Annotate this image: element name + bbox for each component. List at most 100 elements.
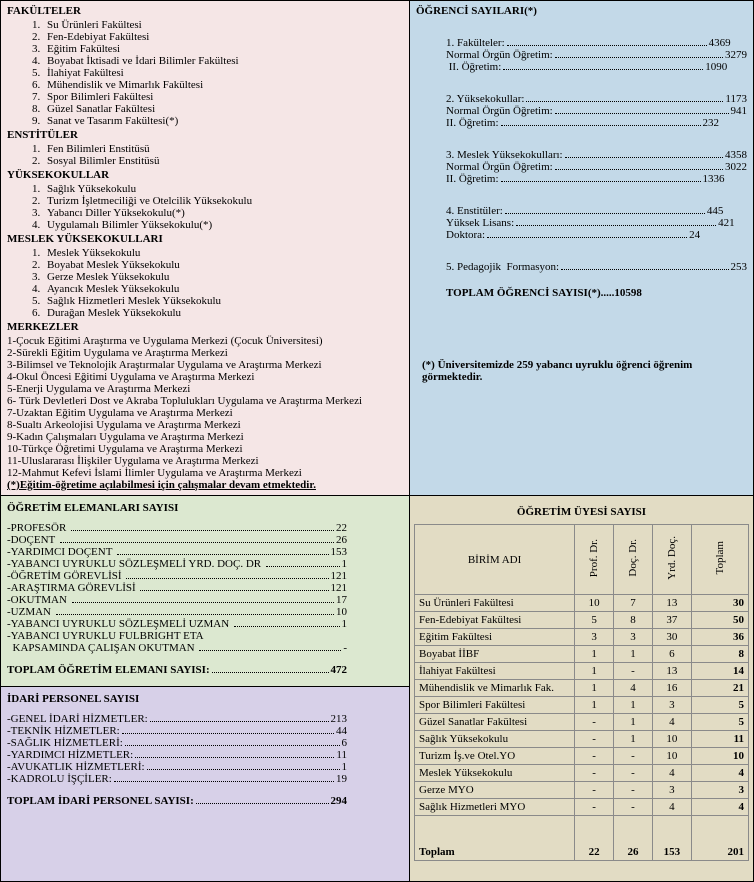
table-row: Spor Bilimleri Fakültesi1135 bbox=[415, 697, 749, 714]
admin-total: TOPLAM İDARİ PERSONEL SAYISI:294 bbox=[7, 795, 347, 807]
panel-admin-staff: İDARİ PERSONEL SAYISI -GENEL İDARİ HİZME… bbox=[0, 687, 410, 882]
stat-line: -YARDIMCI HİZMETLER:11 bbox=[7, 749, 347, 761]
enstituler-list: Fen Bilimleri EnstitüsüSosyal Bilimler E… bbox=[23, 143, 403, 167]
table-row: Sağlık Hizmetleri MYO--44 bbox=[415, 799, 749, 816]
stat-line: 4. Enstitüler:445 bbox=[446, 205, 747, 217]
list-item: Meslek Yüksekokulu bbox=[43, 247, 403, 259]
list-item: Uygulamalı Bilimler Yüksekokulu(*) bbox=[43, 219, 403, 231]
list-item: 9-Kadın Çalışmaları Uygulama ve Araştırm… bbox=[7, 431, 403, 443]
table-row: Meslek Yüksekokulu--44 bbox=[415, 765, 749, 782]
table-row: Turizm İş.ve Otel.YO--1010 bbox=[415, 748, 749, 765]
teaching-title: ÖĞRETİM ELEMANLARI SAYISI bbox=[7, 502, 403, 514]
list-item: Sağlık Hizmetleri Meslek Yüksekokulu bbox=[43, 295, 403, 307]
stat-line: 3. Meslek Yüksekokulları:4358 bbox=[446, 149, 747, 161]
list-item: 1-Çocuk Eğitimi Araştırma ve Uygulama Me… bbox=[7, 335, 403, 347]
stat-line: 1. Fakülteler:4369 bbox=[446, 37, 747, 49]
stat-line: -DOÇENT 26 bbox=[7, 534, 347, 546]
table-row: Sağlık Yüksekokulu-11011 bbox=[415, 731, 749, 748]
yuksekokullar-title: YÜKSEKOKULLAR bbox=[7, 169, 403, 181]
list-item: 5-Enerji Uygulama ve Araştırma Merkezi bbox=[7, 383, 403, 395]
stat-line: -OKUTMAN 17 bbox=[7, 594, 347, 606]
panel-teaching-staff: ÖĞRETİM ELEMANLARI SAYISI -PROFESÖR 22-D… bbox=[0, 496, 410, 687]
stat-line: -YARDIMCI DOÇENT 153 bbox=[7, 546, 347, 558]
panel-faculty-table: ÖĞRETİM ÜYESİ SAYISI BİRİM ADIProf. Dr.D… bbox=[410, 496, 754, 882]
stat-line: -YABANCI UYRUKLU FULBRIGHT ETA bbox=[7, 630, 347, 642]
stat-line: -PROFESÖR 22 bbox=[7, 522, 347, 534]
myo-list: Meslek YüksekokuluBoyabat Meslek Yükseko… bbox=[23, 247, 403, 319]
list-item: Sağlık Yüksekokulu bbox=[43, 183, 403, 195]
table-row: Mühendislik ve Mimarlık Fak.141621 bbox=[415, 680, 749, 697]
list-item: Sanat ve Tasarım Fakültesi(*) bbox=[43, 115, 403, 127]
merkezler-title: MERKEZLER bbox=[7, 321, 403, 333]
stat-line: -SAĞLIK HİZMETLERİ:6 bbox=[7, 737, 347, 749]
stat-line: II. Öğretim:232 bbox=[446, 117, 747, 129]
stat-line: -TEKNİK HİZMETLER:44 bbox=[7, 725, 347, 737]
stat-line: -KADROLU İŞÇİLER:19 bbox=[7, 773, 347, 785]
list-item: Turizm İşletmeciliği ve Otelcilik Yüksek… bbox=[43, 195, 403, 207]
list-item: Boyabat Meslek Yüksekokulu bbox=[43, 259, 403, 271]
fakulteler-title: FAKÜLTELER bbox=[7, 5, 403, 17]
list-item: İlahiyat Fakültesi bbox=[43, 67, 403, 79]
list-item: 11-Uluslararası İlişkiler Uygulama ve Ar… bbox=[7, 455, 403, 467]
list-item: 7-Uzaktan Eğitim Uygulama ve Araştırma M… bbox=[7, 407, 403, 419]
table-total-row: Toplam2226153201 bbox=[415, 816, 749, 861]
list-item: 8-Sualtı Arkeolojisi Uygulama ve Araştır… bbox=[7, 419, 403, 431]
table-row: Fen-Edebiyat Fakültesi583750 bbox=[415, 612, 749, 629]
stat-line: -GENEL İDARİ HİZMETLER:213 bbox=[7, 713, 347, 725]
list-item: Durağan Meslek Yüksekokulu bbox=[43, 307, 403, 319]
footnote: (*)Eğitim-öğretime açılabilmesi için çal… bbox=[7, 479, 403, 491]
stat-line: -YABANCI UYRUKLU SÖZLEŞMELİ YRD. DOÇ. DR… bbox=[7, 558, 347, 570]
list-item: Fen Bilimleri Enstitüsü bbox=[43, 143, 403, 155]
teaching-total: TOPLAM ÖĞRETİM ELEMANI SAYISI:472 bbox=[7, 664, 347, 676]
stat-line: II. Öğretim:1090 bbox=[446, 61, 747, 73]
list-item: Ayancık Meslek Yüksekokulu bbox=[43, 283, 403, 295]
stat-line: -AVUKATLIK HİZMETLERİ:1 bbox=[7, 761, 347, 773]
list-item: Gerze Meslek Yüksekokulu bbox=[43, 271, 403, 283]
stat-line: KAPSAMINDA ÇALIŞAN OKUTMAN - bbox=[7, 642, 347, 654]
stat-line: 5. Pedagojik Formasyon:253 bbox=[446, 261, 747, 273]
stat-line: -UZMAN 10 bbox=[7, 606, 347, 618]
list-item: Boyabat İktisadi ve İdari Bilimler Fakül… bbox=[43, 55, 403, 67]
list-item: 4-Okul Öncesi Eğitimi Uygulama ve Araştı… bbox=[7, 371, 403, 383]
merkezler-list: 1-Çocuk Eğitimi Araştırma ve Uygulama Me… bbox=[7, 335, 403, 479]
stat-line: -YABANCI UYRUKLU SÖZLEŞMELİ UZMAN 1 bbox=[7, 618, 347, 630]
panel-units: FAKÜLTELER Su Ürünleri FakültesiFen-Edeb… bbox=[0, 0, 410, 496]
stat-line: -ARAŞTIRMA GÖREVLİSİ 121 bbox=[7, 582, 347, 594]
stat-line: Yüksek Lisans:421 bbox=[446, 217, 747, 229]
stat-line: Normal Örgün Öğretim:3279 bbox=[446, 49, 747, 61]
stat-line: 2. Yüksekokullar:1173 bbox=[446, 93, 747, 105]
list-item: 12-Mahmut Kefevi İslami İlimler Uygulama… bbox=[7, 467, 403, 479]
list-item: 10-Türkçe Öğretimi Uygulama ve Araştırma… bbox=[7, 443, 403, 455]
list-item: Fen-Edebiyat Fakültesi bbox=[43, 31, 403, 43]
panel-student-counts: ÖĞRENCİ SAYILARI(*) 1. Fakülteler:4369No… bbox=[410, 0, 754, 496]
faculty-table: BİRİM ADIProf. Dr.Doç. Dr.Yrd. Doç.Topla… bbox=[414, 524, 749, 861]
list-item: 2-Sürekli Eğitim Uygulama ve Araştırma M… bbox=[7, 347, 403, 359]
list-item: 6- Türk Devletleri Dost ve Akraba Toplul… bbox=[7, 395, 403, 407]
table-row: Gerze MYO--33 bbox=[415, 782, 749, 799]
table-row: İlahiyat Fakültesi1-1314 bbox=[415, 663, 749, 680]
table-row: Güzel Sanatlar Fakültesi-145 bbox=[415, 714, 749, 731]
list-item: Eğitim Fakültesi bbox=[43, 43, 403, 55]
table-title: ÖĞRETİM ÜYESİ SAYISI bbox=[414, 506, 749, 518]
list-item: 3-Bilimsel ve Teknolojik Araştırmalar Uy… bbox=[7, 359, 403, 371]
stat-line: -ÖĞRETİM GÖREVLİSİ 121 bbox=[7, 570, 347, 582]
list-item: Mühendislik ve Mimarlık Fakültesi bbox=[43, 79, 403, 91]
enstituler-title: ENSTİTÜLER bbox=[7, 129, 403, 141]
myo-title: MESLEK YÜKSEKOKULLARI bbox=[7, 233, 403, 245]
table-row: Su Ürünleri Fakültesi1071330 bbox=[415, 595, 749, 612]
list-item: Sosyal Bilimler Enstitüsü bbox=[43, 155, 403, 167]
fakulteler-list: Su Ürünleri FakültesiFen-Edebiyat Fakült… bbox=[23, 19, 403, 127]
table-row: Boyabat İİBF1168 bbox=[415, 646, 749, 663]
stat-line: Doktora:24 bbox=[446, 229, 747, 241]
stat-line: Normal Örgün Öğretim:3022 bbox=[446, 161, 747, 173]
student-note: (*) Üniversitemizde 259 yabancı uyruklu … bbox=[422, 359, 741, 383]
student-total: TOPLAM ÖĞRENCİ SAYISI(*).....10598 bbox=[446, 287, 747, 299]
list-item: Spor Bilimleri Fakültesi bbox=[43, 91, 403, 103]
list-item: Güzel Sanatlar Fakültesi bbox=[43, 103, 403, 115]
admin-title: İDARİ PERSONEL SAYISI bbox=[7, 693, 403, 705]
stat-line: Normal Örgün Öğretim:941 bbox=[446, 105, 747, 117]
list-item: Yabancı Diller Yüksekokulu(*) bbox=[43, 207, 403, 219]
list-item: Su Ürünleri Fakültesi bbox=[43, 19, 403, 31]
table-row: Eğitim Fakültesi333036 bbox=[415, 629, 749, 646]
stat-line: II. Öğretim:1336 bbox=[446, 173, 747, 185]
